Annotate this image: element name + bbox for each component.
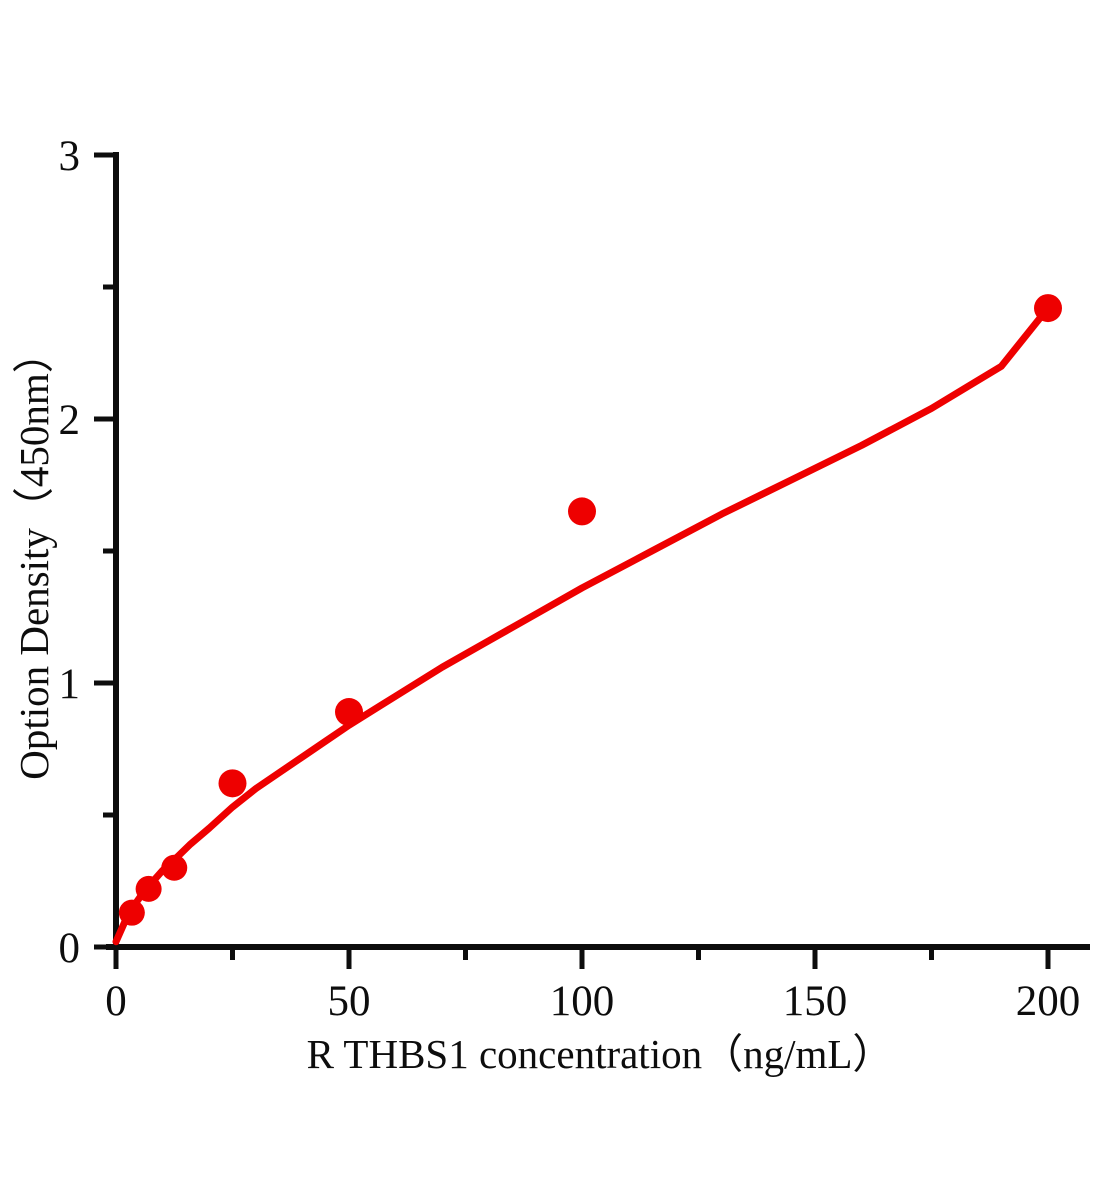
y-axis-tick-labels: 0 1 2 3 [59,133,81,972]
x-tick-label: 150 [783,978,848,1025]
x-axis-tick-labels: 0 50 100 150 200 [105,978,1080,1025]
x-tick-label: 200 [1016,978,1081,1025]
data-point-marker [118,899,145,926]
y-tick-label: 2 [59,397,81,444]
data-point-marker [135,875,162,902]
x-axis-title: R THBS1 concentration（ng/mL） [307,1031,894,1077]
x-axis-ticks [113,947,1051,969]
x-tick-label: 100 [550,978,615,1025]
x-tick-label: 0 [105,978,127,1025]
x-tick-label: 50 [328,978,371,1025]
y-tick-label: 3 [59,133,81,180]
data-point-marker [218,769,247,798]
y-axis-title: Option Density（450nm） [11,332,57,780]
fit-curve-line [112,304,1052,946]
y-axis-ticks [94,152,116,950]
data-points-group [118,294,1062,926]
data-point-marker [335,698,363,727]
y-tick-label: 1 [59,661,81,708]
data-point-marker [161,854,188,881]
data-point-marker [568,497,596,526]
y-tick-label: 0 [59,925,81,972]
data-point-marker [1034,294,1062,323]
